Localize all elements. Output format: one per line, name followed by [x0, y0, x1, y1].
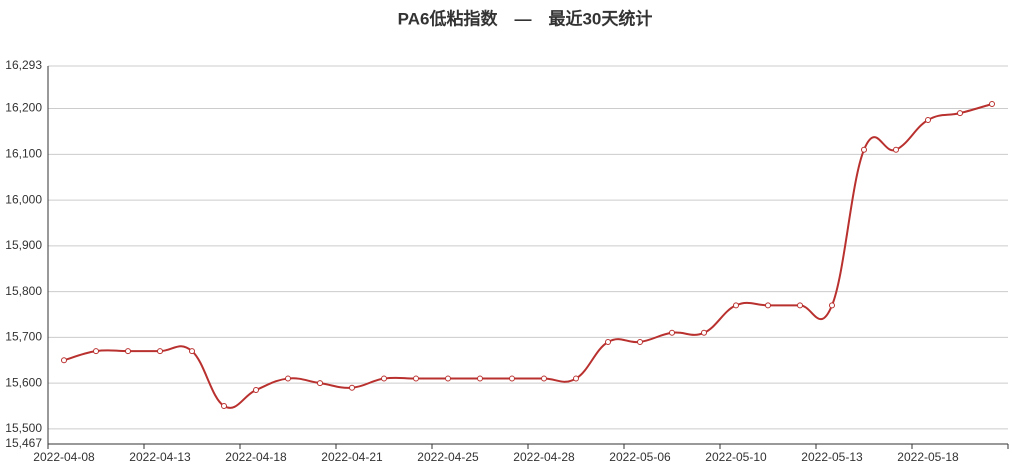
- y-tick-label: 16,293: [5, 58, 42, 72]
- point: [413, 375, 419, 382]
- point: [285, 375, 291, 382]
- x-tick-label: 2022-04-18: [225, 450, 287, 464]
- y-tick-label: 15,900: [5, 238, 42, 252]
- y-tick-label: 16,100: [5, 146, 42, 160]
- x-tick-label: 2022-04-25: [417, 450, 479, 464]
- y-tick-label: 16,000: [5, 192, 42, 206]
- point: [125, 348, 131, 355]
- line: [63, 103, 993, 409]
- point: [637, 338, 643, 345]
- point: [605, 338, 611, 345]
- point: [477, 375, 483, 382]
- point: [701, 329, 707, 336]
- point: [957, 110, 963, 117]
- point: [925, 117, 931, 123]
- point: [733, 302, 739, 309]
- point: [317, 380, 323, 387]
- point: [541, 375, 547, 382]
- x-tick-label: 2022-04-21: [321, 450, 383, 464]
- point: [893, 146, 899, 153]
- x-tick-label: 2022-05-13: [801, 450, 863, 464]
- y-tick-label: 15,800: [5, 284, 42, 298]
- x-tick-label: 2022-05-18: [897, 450, 959, 464]
- point: [349, 384, 355, 391]
- point: [573, 375, 579, 382]
- point: [765, 302, 771, 309]
- point: [157, 348, 163, 355]
- x-tick-label: 2022-04-08: [33, 450, 95, 464]
- point: [253, 387, 259, 393]
- point: [61, 357, 67, 364]
- point: [989, 100, 995, 107]
- point: [861, 146, 867, 153]
- y-tick-label: 15,700: [5, 330, 42, 344]
- chart-title: PA6低粘指数 — 最近30天统计: [398, 8, 653, 28]
- y-tick-label: 15,500: [5, 421, 42, 435]
- point: [797, 302, 803, 309]
- point: [829, 302, 835, 309]
- y-tick-label: 15,467: [5, 436, 42, 450]
- point: [189, 348, 195, 355]
- point: [509, 375, 515, 382]
- x-tick-label: 2022-04-13: [129, 450, 191, 464]
- point: [381, 375, 387, 382]
- y-tick-label: 15,600: [5, 375, 42, 389]
- y-tick-label: 16,200: [5, 101, 42, 115]
- point: [445, 375, 451, 382]
- point: [669, 329, 675, 336]
- x-tick-label: 2022-04-28: [513, 450, 575, 464]
- x-tick-label: 2022-05-06: [609, 450, 671, 464]
- point: [93, 348, 99, 355]
- point: [221, 403, 227, 410]
- x-tick-label: 2022-05-10: [705, 450, 767, 464]
